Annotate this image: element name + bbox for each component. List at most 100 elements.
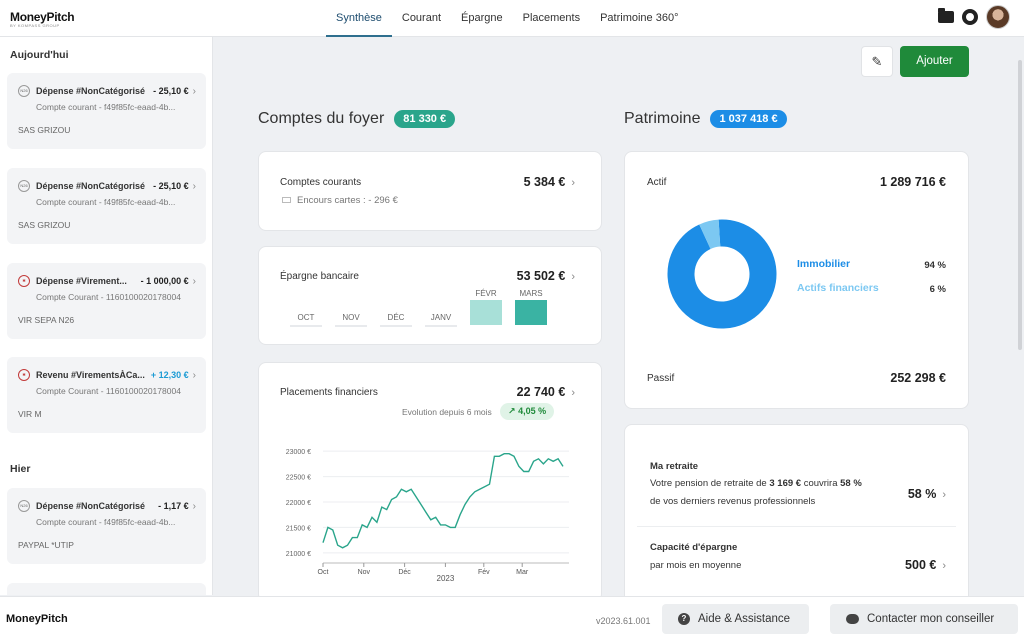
tab-patrimoine-360[interactable]: Patrimoine 360° bbox=[600, 12, 679, 24]
transaction-merchant: SAS GRIZOU bbox=[18, 125, 71, 135]
epargne-bar-empty bbox=[290, 325, 322, 327]
epargne-bar-empty bbox=[380, 325, 412, 327]
transaction-card[interactable] bbox=[7, 583, 206, 595]
placements-card[interactable]: Placements financiers 22 740 € › Evolutio… bbox=[258, 362, 602, 602]
main-nav: Synthèse Courant Épargne Placements Patr… bbox=[326, 0, 688, 37]
transaction-card[interactable]: N26 Dépense #NonCatégorisé - 1,17 € › Co… bbox=[7, 488, 206, 564]
help-icon: ? bbox=[678, 613, 690, 625]
today-heading: Aujourd'hui bbox=[10, 49, 69, 61]
epargne-value: 53 502 € › bbox=[516, 269, 575, 283]
evolution-badge: ↗ 4,05 % bbox=[500, 403, 555, 420]
chat-icon bbox=[846, 614, 859, 624]
tab-courant[interactable]: Courant bbox=[401, 12, 442, 24]
n26-icon: N26 bbox=[18, 500, 30, 512]
capacite-value[interactable]: 500 € › bbox=[905, 558, 946, 572]
transaction-amount: - 1 000,00 € bbox=[140, 276, 189, 286]
epargne-bar bbox=[470, 299, 502, 325]
epargne-bar-empty bbox=[425, 325, 457, 327]
transaction-amount: - 25,10 € bbox=[153, 86, 189, 96]
tab-placements[interactable]: Placements bbox=[522, 12, 581, 24]
n26-icon: N26 bbox=[18, 180, 30, 192]
transaction-account: Compte Courant - 1160100020178004 bbox=[36, 292, 181, 302]
x-tick-label: Déc bbox=[398, 569, 411, 576]
transaction-merchant: PAYPAL *UTIP bbox=[18, 540, 74, 550]
comptes-courants-card[interactable]: Comptes courants 5 384 € › Encours cartes… bbox=[258, 151, 602, 231]
passif-value: 252 298 € bbox=[890, 371, 946, 385]
transaction-label: Revenu #VirementsÀCa... bbox=[36, 370, 145, 380]
gear-icon[interactable] bbox=[962, 9, 978, 25]
bank-icon: ✱ bbox=[18, 369, 30, 381]
contact-advisor-button[interactable]: Contacter mon conseiller bbox=[830, 604, 1018, 634]
pencil-icon: ✎ bbox=[871, 54, 883, 69]
comptes-courants-value: 5 384 € › bbox=[523, 175, 575, 189]
help-label: Aide & Assistance bbox=[698, 613, 791, 625]
trend-up-icon: ↗ bbox=[508, 406, 516, 416]
help-button[interactable]: ? Aide & Assistance bbox=[662, 604, 809, 634]
x-tick-label: Fév bbox=[478, 569, 490, 576]
transaction-merchant: VIR M bbox=[18, 409, 42, 419]
transaction-account: Compte courant - f49f85fc-eaad-4b... bbox=[36, 197, 176, 207]
passif-label: Passif bbox=[647, 373, 675, 384]
tab-epargne[interactable]: Épargne bbox=[461, 12, 503, 24]
patrimoine-card[interactable]: Actif 1 289 716 € Immobilier 94 % Actifs… bbox=[624, 151, 969, 409]
transaction-card[interactable]: ✱ Dépense #Virement... - 1 000,00 € › Co… bbox=[7, 263, 206, 339]
x-tick-label: Oct bbox=[318, 569, 329, 576]
patrimoine-title: Patrimoine bbox=[624, 110, 701, 127]
transaction-account: Compte courant - f49f85fc-eaad-4b... bbox=[36, 102, 176, 112]
top-bar: MoneyPitch BY KOMPASS GROUP Synthèse Cou… bbox=[0, 0, 1024, 37]
transaction-label: Dépense #NonCatégorisé bbox=[36, 181, 146, 191]
app-version: v2023.61.001 bbox=[596, 616, 651, 626]
folder-icon[interactable] bbox=[938, 8, 954, 23]
n26-icon: N26 bbox=[18, 85, 30, 97]
transaction-card[interactable]: N26 Dépense #NonCatégorisé - 25,10 € › C… bbox=[7, 168, 206, 244]
chevron-right-icon: › bbox=[942, 489, 946, 501]
transaction-label: Dépense #Virement... bbox=[36, 276, 127, 286]
comptes-title: Comptes du foyer bbox=[258, 110, 385, 127]
transaction-label: Dépense #NonCatégorisé bbox=[36, 86, 146, 96]
chevron-right-icon: › bbox=[192, 180, 196, 192]
transaction-amount: + 12,30 € bbox=[150, 370, 189, 380]
placements-label: Placements financiers bbox=[280, 387, 378, 398]
chevron-right-icon: › bbox=[192, 369, 196, 381]
chevron-right-icon: › bbox=[571, 177, 575, 189]
month-label: OCT bbox=[297, 313, 315, 322]
month-label: FÉVR bbox=[475, 288, 497, 298]
edit-button[interactable]: ✎ bbox=[861, 46, 893, 77]
encours-cartes-label: Encours cartes : bbox=[297, 195, 366, 206]
y-tick-label: 23000 € bbox=[286, 449, 311, 456]
transaction-card[interactable]: N26 Dépense #NonCatégorisé - 25,10 € › C… bbox=[7, 73, 206, 149]
patrimoine-donut-chart bbox=[667, 219, 777, 329]
add-button[interactable]: Ajouter bbox=[900, 46, 969, 77]
chevron-right-icon: › bbox=[942, 560, 946, 572]
chevron-right-icon: › bbox=[192, 500, 196, 512]
placements-line-chart: 23000 € 22500 € 22000 € 21500 € 21000 € Oct No… bbox=[286, 449, 569, 583]
retraite-title: Ma retraite bbox=[650, 461, 699, 472]
month-label: JANV bbox=[430, 313, 452, 322]
x-tick-label: 2023 bbox=[437, 574, 455, 583]
encours-cartes-value: - 296 € bbox=[368, 195, 398, 206]
retraite-value[interactable]: 58 % › bbox=[907, 487, 946, 501]
card-icon bbox=[282, 197, 291, 203]
epargne-bar bbox=[515, 299, 547, 325]
x-tick-label: Nov bbox=[358, 569, 371, 576]
epargne-card[interactable]: Épargne bancaire 53 502 € › OCT NOV DÉC JANV… bbox=[258, 246, 602, 345]
patrimoine-total-badge: 1 037 418 € bbox=[710, 110, 787, 128]
app-logo[interactable]: MoneyPitch BY KOMPASS GROUP bbox=[10, 10, 75, 28]
transaction-label: Dépense #NonCatégorisé bbox=[36, 501, 146, 511]
month-label: MARS bbox=[519, 288, 543, 298]
contact-label: Contacter mon conseiller bbox=[867, 613, 995, 625]
avatar[interactable] bbox=[986, 5, 1010, 29]
transaction-merchant: SAS GRIZOU bbox=[18, 220, 71, 230]
comptes-section-title: Comptes du foyer 81 330 € bbox=[258, 110, 456, 128]
transaction-amount: - 25,10 € bbox=[153, 181, 189, 191]
y-tick-label: 22500 € bbox=[286, 475, 311, 482]
tab-synthese[interactable]: Synthèse bbox=[326, 0, 392, 37]
scrollbar[interactable] bbox=[1018, 60, 1022, 350]
transaction-merchant: VIR SEPA N26 bbox=[18, 315, 75, 325]
footer: MoneyPitch v2023.61.001 ? Aide & Assista… bbox=[0, 596, 1024, 640]
transaction-card[interactable]: ✱ Revenu #VirementsÀCa... + 12,30 € › Co… bbox=[7, 357, 206, 433]
y-tick-label: 21000 € bbox=[286, 551, 311, 558]
legend-actifs-financiers-pct: 6 % bbox=[929, 284, 946, 295]
encours-cartes: Encours cartes : - 296 € bbox=[282, 195, 398, 206]
retraite-description: Votre pension de retraite de 3 169 € cou… bbox=[650, 478, 862, 507]
